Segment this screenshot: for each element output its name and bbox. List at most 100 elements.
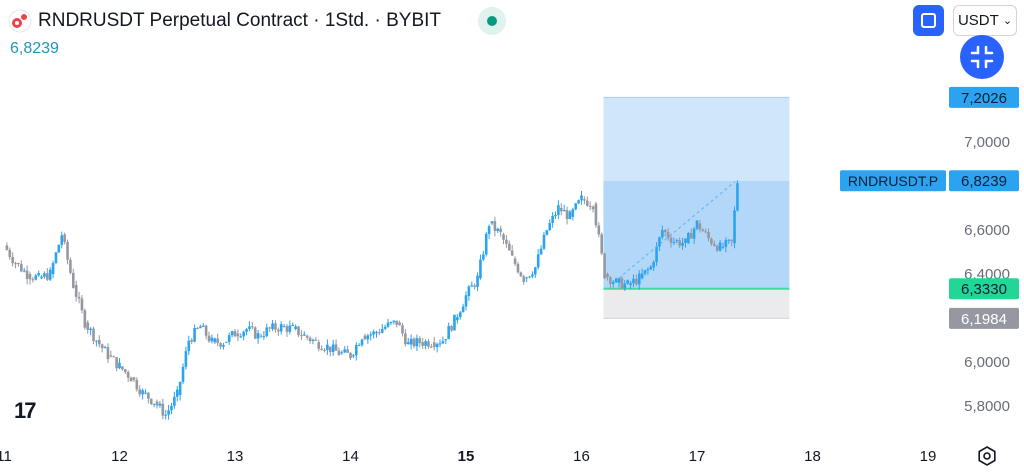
candle-body: [357, 345, 361, 347]
candle-body: [34, 275, 38, 280]
last-price: 6,8239: [10, 40, 59, 57]
candle-body: [152, 403, 156, 405]
symbol-title[interactable]: RNDRUSDT Perpetual Contract · 1Std. · BY…: [8, 9, 441, 33]
candle-body: [730, 239, 733, 242]
price-label-text: 6,8239: [961, 173, 1007, 190]
candle-body: [490, 221, 494, 224]
candle-body: [40, 276, 43, 279]
candle-body: [418, 338, 422, 344]
candle-body: [637, 273, 641, 285]
candle-body: [181, 366, 185, 382]
candle-body: [473, 285, 476, 287]
candle-body: [724, 240, 728, 247]
candle-body: [268, 327, 271, 329]
candle-body: [484, 233, 488, 255]
candle-body: [655, 246, 658, 263]
candle-body: [681, 242, 684, 246]
collapse-button[interactable]: [960, 35, 1004, 79]
candle-body: [545, 230, 549, 235]
candle-body: [297, 326, 300, 336]
candle-body: [187, 340, 191, 351]
candle-body: [66, 242, 69, 260]
candle-body: [606, 274, 609, 278]
profit-zone: [603, 180, 790, 289]
candle-body: [597, 225, 601, 235]
candle-body: [635, 278, 638, 285]
candle-body: [456, 317, 459, 321]
candle-body: [354, 345, 358, 356]
candle-body: [328, 346, 332, 352]
candle-body: [147, 392, 150, 399]
candle-body: [207, 335, 211, 342]
candle-body: [698, 223, 702, 230]
candle-body: [574, 203, 578, 210]
candle-body: [609, 277, 612, 284]
candle-body: [54, 252, 58, 263]
candle-body: [164, 414, 167, 416]
candle-body: [161, 403, 165, 416]
candle-body: [577, 200, 580, 204]
candle-body: [97, 340, 101, 345]
candle-body: [482, 254, 485, 260]
candle-body: [629, 283, 632, 285]
candle-body: [672, 242, 676, 244]
candle-body: [308, 337, 312, 342]
candle-body: [129, 377, 133, 382]
candle-body: [60, 235, 64, 245]
candle-body: [100, 344, 104, 349]
candle-body: [239, 336, 243, 338]
candle-body: [663, 230, 667, 233]
target-zone: [603, 97, 790, 181]
candle-body: [496, 228, 500, 231]
candle-body: [311, 339, 315, 342]
candle-body: [415, 338, 419, 347]
candle-body: [689, 233, 693, 239]
candle-body: [334, 344, 338, 351]
candle-body: [115, 357, 118, 369]
candle-body: [48, 269, 52, 280]
currency-select[interactable]: USDT ⌄: [953, 5, 1017, 36]
candle-body: [242, 331, 245, 337]
candle-body: [542, 234, 546, 249]
fullscreen-button[interactable]: [913, 5, 944, 36]
candle-body: [103, 347, 107, 349]
candle-body: [531, 274, 534, 277]
candle-body: [337, 350, 341, 356]
x-tick-label: 18: [804, 448, 821, 465]
candle-body: [83, 310, 87, 328]
candle-body: [539, 248, 543, 255]
settings-gear-icon[interactable]: [977, 446, 997, 466]
candle-body: [149, 398, 153, 404]
candle-body: [427, 341, 430, 347]
market-status-icon[interactable]: [478, 7, 506, 35]
candle-body: [69, 259, 72, 273]
candle-body: [383, 326, 387, 329]
candle-body: [588, 205, 592, 207]
candle-body: [571, 209, 575, 217]
candle-body: [585, 200, 589, 206]
candle-body: [404, 333, 407, 345]
candle-body: [464, 295, 468, 307]
candle-body: [190, 340, 193, 342]
y-tick-label: 6,0000: [964, 354, 1010, 371]
candle-body: [600, 234, 604, 254]
candle-body: [17, 263, 20, 265]
candle-body: [525, 277, 528, 279]
price-label-text: 6,3330: [961, 281, 1007, 298]
candle-body: [554, 215, 557, 217]
candle-body: [95, 340, 98, 342]
candle-body: [248, 326, 251, 329]
candle-body: [277, 329, 280, 332]
candle-body: [508, 243, 511, 251]
candle-body: [692, 228, 696, 239]
candle-body: [661, 229, 664, 238]
candle-body: [253, 327, 257, 339]
candle-body: [551, 215, 554, 223]
price-label-text: 7,2026: [961, 90, 1007, 107]
candle-body: [196, 328, 199, 330]
candle-body: [279, 324, 283, 332]
candle-body: [300, 335, 303, 337]
price-label-box: [949, 170, 1019, 192]
candle-body: [323, 349, 326, 351]
